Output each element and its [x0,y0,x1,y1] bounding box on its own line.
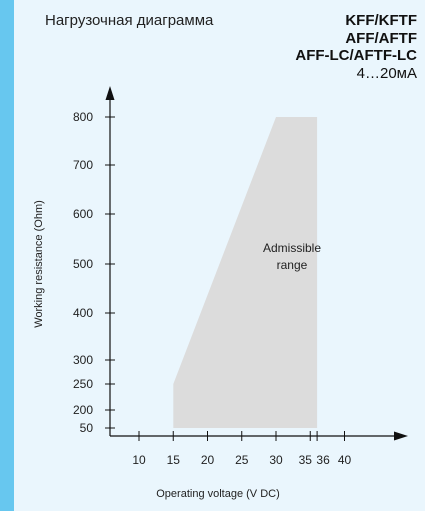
admissible-region [173,117,318,428]
y-tick-label: 50 [80,421,94,435]
x-tick-label: 35 [299,453,313,467]
x-tick-label: 15 [167,453,181,467]
y-axis-arrow [105,86,115,100]
y-axis-title: Working resistance (Ohm) [33,200,45,328]
x-tick-label: 10 [132,453,146,467]
chart-title: Нагрузочная диаграмма [45,12,214,29]
x-axis-title: Operating voltage (V DC) [156,488,280,500]
y-tick-label: 600 [73,207,93,221]
y-tick-label: 800 [73,110,93,124]
y-tick-label: 500 [73,257,93,271]
y-tick-label: 700 [73,158,93,172]
model-list: KFF/KFTF AFF/AFTF AFF-LC/AFTF-LC 4…20мА [295,12,417,82]
region-annotation-line: range [277,258,308,272]
x-tick-label: 36 [316,453,330,467]
y-tick-label: 200 [73,403,93,417]
y-tick-label: 250 [73,377,93,391]
x-axis-arrow [394,431,408,441]
model-name-2: AFF/AFTF [345,29,417,47]
x-tick-label: 30 [269,453,283,467]
x-tick-label: 40 [338,453,352,467]
signal-range: 4…20мА [356,64,417,82]
y-tick-label: 400 [73,306,93,320]
model-name-1: KFF/KFTF [345,12,417,29]
region-annotation-line: Admissible [263,241,321,255]
y-tick-label: 300 [73,353,93,367]
model-name-3: AFF-LC/AFTF-LC [295,47,417,64]
x-tick-label: 20 [201,453,215,467]
x-tick-label: 25 [235,453,249,467]
